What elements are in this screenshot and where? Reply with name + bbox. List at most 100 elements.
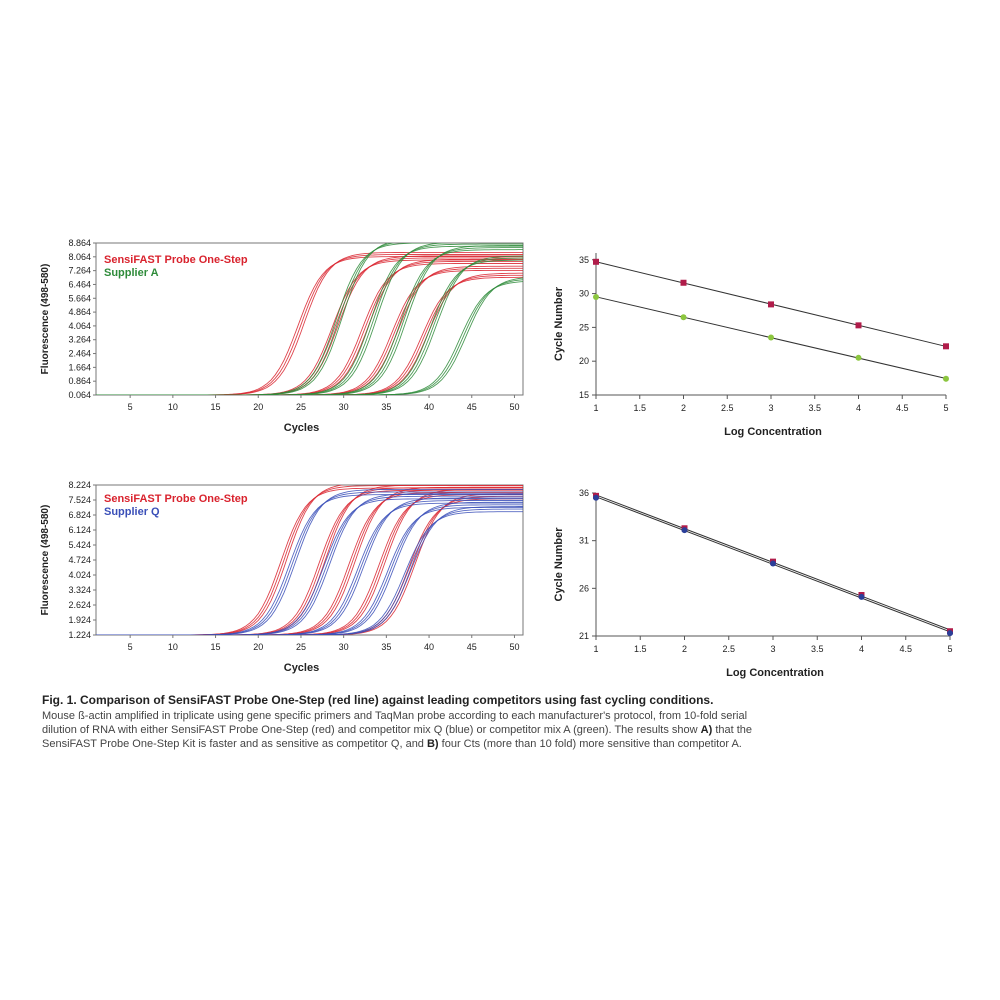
y-tick-label: 15 bbox=[579, 390, 589, 400]
x-tick-label: 5 bbox=[128, 402, 133, 412]
x-tick-label: 25 bbox=[296, 642, 306, 652]
x-tick-label: 50 bbox=[509, 642, 519, 652]
data-point-circle bbox=[770, 560, 776, 567]
data-point-circle bbox=[681, 527, 688, 534]
x-axis-label: Log Concentration bbox=[726, 667, 824, 679]
y-tick-label: 5.664 bbox=[68, 293, 91, 303]
x-tick-label: 1 bbox=[593, 644, 598, 654]
data-point-circle bbox=[855, 354, 862, 361]
y-tick-label: 25 bbox=[579, 322, 589, 332]
caption-body-1: Mouse ß-actin amplified in triplicate us… bbox=[42, 710, 748, 736]
y-tick-label: 2.464 bbox=[68, 349, 91, 359]
y-tick-label: 6.824 bbox=[68, 510, 91, 520]
x-tick-label: 1.5 bbox=[634, 644, 647, 654]
caption-label-b: B) bbox=[426, 738, 439, 750]
data-point-circle bbox=[947, 630, 953, 637]
y-tick-label: 3.324 bbox=[68, 585, 91, 595]
amplification-curve-supplier-q-2-1 bbox=[96, 498, 523, 635]
x-tick-label: 50 bbox=[509, 402, 519, 412]
y-tick-label: 1.224 bbox=[68, 630, 91, 640]
y-tick-label: 30 bbox=[579, 289, 589, 299]
amplification-curve-supplier-q-2-2 bbox=[96, 495, 523, 635]
y-tick-label: 1.664 bbox=[68, 362, 91, 372]
y-tick-label: 0.864 bbox=[68, 376, 91, 386]
amplification-curve-supplier-a-1-1 bbox=[96, 243, 523, 395]
data-point-circle bbox=[943, 375, 949, 382]
amplification-curve-supplier-a-2-3 bbox=[96, 243, 450, 395]
amplification-curve-sensifast-probe-one-step-3-3 bbox=[96, 486, 523, 635]
x-tick-label: 30 bbox=[339, 642, 349, 652]
amplification-plot-amp1: 5 10 15 20 25 30 35 40 45 50 0.064 0.864 1.664 2.464 3… bbox=[40, 238, 524, 434]
y-tick-label: 2.624 bbox=[68, 600, 91, 610]
standard-curve-std2: 1 1.5 2 2.5 3 3.5 4 4.5 5 21 26 31 36 Log Concentrati… bbox=[553, 488, 953, 679]
x-tick-label: 30 bbox=[339, 402, 349, 412]
x-tick-label: 2.5 bbox=[722, 644, 735, 654]
curves bbox=[96, 243, 523, 395]
x-tick-label: 2.5 bbox=[721, 403, 734, 413]
y-axis-label: Fluorescence (498-580) bbox=[40, 264, 51, 375]
x-tick-label: 15 bbox=[211, 402, 221, 412]
amplification-curve-supplier-q-5-3 bbox=[96, 506, 523, 635]
x-tick-label: 25 bbox=[296, 402, 306, 412]
standard-curve-std1: 1 1.5 2 2.5 3 3.5 4 4.5 5 15 20 25 30 35 Log Concentra… bbox=[553, 253, 949, 438]
x-tick-label: 1 bbox=[593, 403, 598, 413]
x-tick-label: 45 bbox=[467, 402, 477, 412]
y-tick-label: 21 bbox=[579, 631, 589, 641]
amplification-curve-supplier-a-5-1 bbox=[96, 281, 523, 395]
x-tick-label: 4.5 bbox=[899, 644, 912, 654]
amplification-curve-supplier-a-5-3 bbox=[96, 277, 523, 395]
y-tick-label: 8.064 bbox=[68, 252, 91, 262]
legend-entry: Supplier A bbox=[104, 267, 159, 279]
x-tick-label: 3 bbox=[768, 403, 773, 413]
x-tick-label: 15 bbox=[211, 642, 221, 652]
amplification-curve-supplier-q-1-3 bbox=[96, 488, 523, 635]
amplification-curve-supplier-q-3-3 bbox=[96, 497, 523, 635]
amplification-curve-supplier-a-4-1 bbox=[96, 259, 523, 395]
y-tick-label: 4.724 bbox=[68, 555, 91, 565]
y-tick-label: 36 bbox=[579, 488, 589, 498]
amplification-curve-supplier-a-4-3 bbox=[96, 255, 523, 395]
y-tick-label: 6.124 bbox=[68, 525, 91, 535]
caption-label-a: A) bbox=[700, 724, 713, 736]
y-tick-label: 1.924 bbox=[68, 615, 91, 625]
caption-body-2: that the SensiFAST Probe One-Step Kit is… bbox=[42, 724, 753, 750]
data-point-circle bbox=[593, 293, 599, 300]
amplification-curve-sensifast-probe-one-step-5-3 bbox=[96, 272, 523, 395]
amplification-curve-sensifast-probe-one-step-1-2 bbox=[96, 254, 523, 395]
x-tick-label: 35 bbox=[381, 402, 391, 412]
amplification-curve-supplier-a-1-2 bbox=[96, 243, 397, 395]
y-tick-label: 0.064 bbox=[68, 390, 91, 400]
amplification-curve-supplier-q-1-2 bbox=[96, 491, 523, 635]
x-tick-label: 10 bbox=[168, 642, 178, 652]
x-tick-label: 35 bbox=[381, 642, 391, 652]
y-tick-label: 8.224 bbox=[68, 480, 91, 490]
y-tick-label: 3.264 bbox=[68, 335, 91, 345]
data-point-square bbox=[680, 279, 687, 286]
y-axis-label: Cycle Number bbox=[553, 527, 565, 602]
amplification-curve-sensifast-probe-one-step-1-3 bbox=[96, 485, 345, 635]
curves bbox=[96, 485, 523, 635]
x-tick-label: 40 bbox=[424, 402, 434, 412]
x-tick-label: 4 bbox=[859, 644, 864, 654]
amplification-curve-supplier-a-1-3 bbox=[96, 243, 390, 395]
y-tick-label: 31 bbox=[579, 536, 589, 546]
amplification-curve-sensifast-probe-one-step-5-2 bbox=[96, 495, 523, 635]
x-axis-label: Cycles bbox=[284, 662, 319, 674]
y-tick-label: 4.064 bbox=[68, 321, 91, 331]
amplification-curve-sensifast-probe-one-step-1-1 bbox=[96, 256, 523, 395]
caption-title: Fig. 1. Comparison of SensiFAST Probe On… bbox=[42, 693, 714, 707]
x-tick-label: 20 bbox=[253, 642, 263, 652]
amplification-curve-sensifast-probe-one-step-5-3 bbox=[96, 493, 523, 635]
x-tick-label: 40 bbox=[424, 642, 434, 652]
amplification-curve-supplier-a-5-2 bbox=[96, 279, 523, 395]
x-tick-label: 20 bbox=[253, 402, 263, 412]
y-tick-label: 20 bbox=[579, 356, 589, 366]
x-tick-label: 3.5 bbox=[808, 403, 821, 413]
y-axis-label: Fluorescence (498-580) bbox=[40, 505, 51, 616]
x-tick-label: 3 bbox=[770, 644, 775, 654]
y-tick-label: 7.264 bbox=[68, 266, 91, 276]
y-tick-label: 8.864 bbox=[68, 238, 91, 248]
y-axis-label: Cycle Number bbox=[553, 286, 565, 361]
caption-body-3: four Cts (more than 10 fold) more sensit… bbox=[438, 738, 742, 750]
